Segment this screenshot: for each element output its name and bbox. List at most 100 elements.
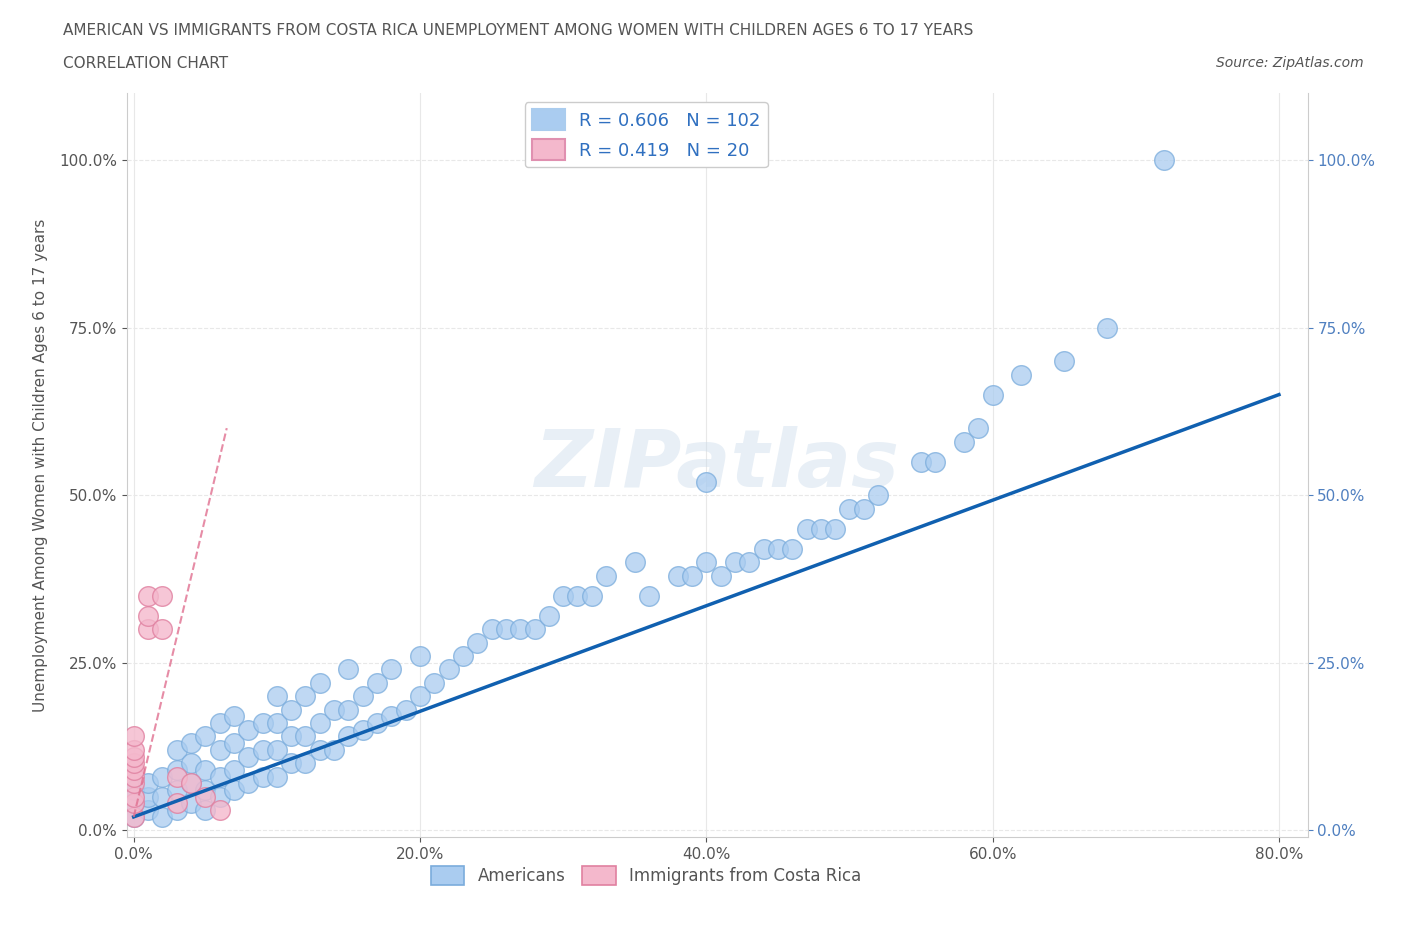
Point [194,790,217,804]
Point [122,790,145,804]
Point [208,803,231,817]
Point [437,662,460,677]
Text: CORRELATION CHART: CORRELATION CHART [63,56,228,71]
Point [238,776,260,790]
Point [780,541,803,556]
Point [194,783,217,798]
Point [294,756,316,771]
Point [180,796,202,811]
Point [122,796,145,811]
Point [509,622,531,637]
Point [395,702,418,717]
Point [323,702,346,717]
Point [194,803,217,817]
Point [337,702,360,717]
Point [208,715,231,730]
Point [967,420,990,435]
Point [1153,153,1175,167]
Point [166,783,188,798]
Point [352,723,374,737]
Point [953,434,976,449]
Point [337,729,360,744]
Point [122,750,145,764]
Point [409,689,432,704]
Point [166,803,188,817]
Point [180,776,202,790]
Point [150,622,173,637]
Point [180,776,202,790]
Text: ZIPatlas: ZIPatlas [534,426,900,504]
Point [766,541,789,556]
Point [810,521,832,536]
Point [150,589,173,604]
Point [252,769,274,784]
Point [1010,367,1032,382]
Point [122,809,145,824]
Point [409,648,432,663]
Point [352,689,374,704]
Point [465,635,488,650]
Point [266,742,288,757]
Point [695,555,717,570]
Point [537,608,560,623]
Point [180,736,202,751]
Point [337,662,360,677]
Point [308,675,330,690]
Point [238,750,260,764]
Point [222,763,245,777]
Point [366,675,388,690]
Point [1053,353,1076,368]
Point [166,769,188,784]
Point [924,454,946,469]
Point [136,608,159,623]
Y-axis label: Unemployment Among Women with Children Ages 6 to 17 years: Unemployment Among Women with Children A… [32,219,48,711]
Point [280,729,302,744]
Point [122,783,145,798]
Text: Source: ZipAtlas.com: Source: ZipAtlas.com [1216,56,1364,70]
Point [150,809,173,824]
Point [796,521,818,536]
Point [738,555,761,570]
Point [222,736,245,751]
Point [180,756,202,771]
Point [150,790,173,804]
Point [308,715,330,730]
Point [222,783,245,798]
Point [366,715,388,730]
Point [208,790,231,804]
Point [724,555,747,570]
Point [222,709,245,724]
Point [323,742,346,757]
Point [136,790,159,804]
Point [252,742,274,757]
Point [523,622,546,637]
Point [824,521,846,536]
Point [752,541,775,556]
Point [380,709,402,724]
Point [581,589,603,604]
Point [266,689,288,704]
Point [1095,320,1118,335]
Point [166,763,188,777]
Point [638,589,661,604]
Point [681,568,703,583]
Point [495,622,517,637]
Point [122,796,145,811]
Point [423,675,446,690]
Point [710,568,733,583]
Point [122,769,145,784]
Point [595,568,617,583]
Point [166,742,188,757]
Point [838,501,860,516]
Point [981,387,1004,402]
Point [666,568,689,583]
Point [208,769,231,784]
Point [194,729,217,744]
Point [122,742,145,757]
Text: AMERICAN VS IMMIGRANTS FROM COSTA RICA UNEMPLOYMENT AMONG WOMEN WITH CHILDREN AG: AMERICAN VS IMMIGRANTS FROM COSTA RICA U… [63,23,973,38]
Point [208,742,231,757]
Point [868,487,890,502]
Point [122,763,145,777]
Point [136,589,159,604]
Point [122,729,145,744]
